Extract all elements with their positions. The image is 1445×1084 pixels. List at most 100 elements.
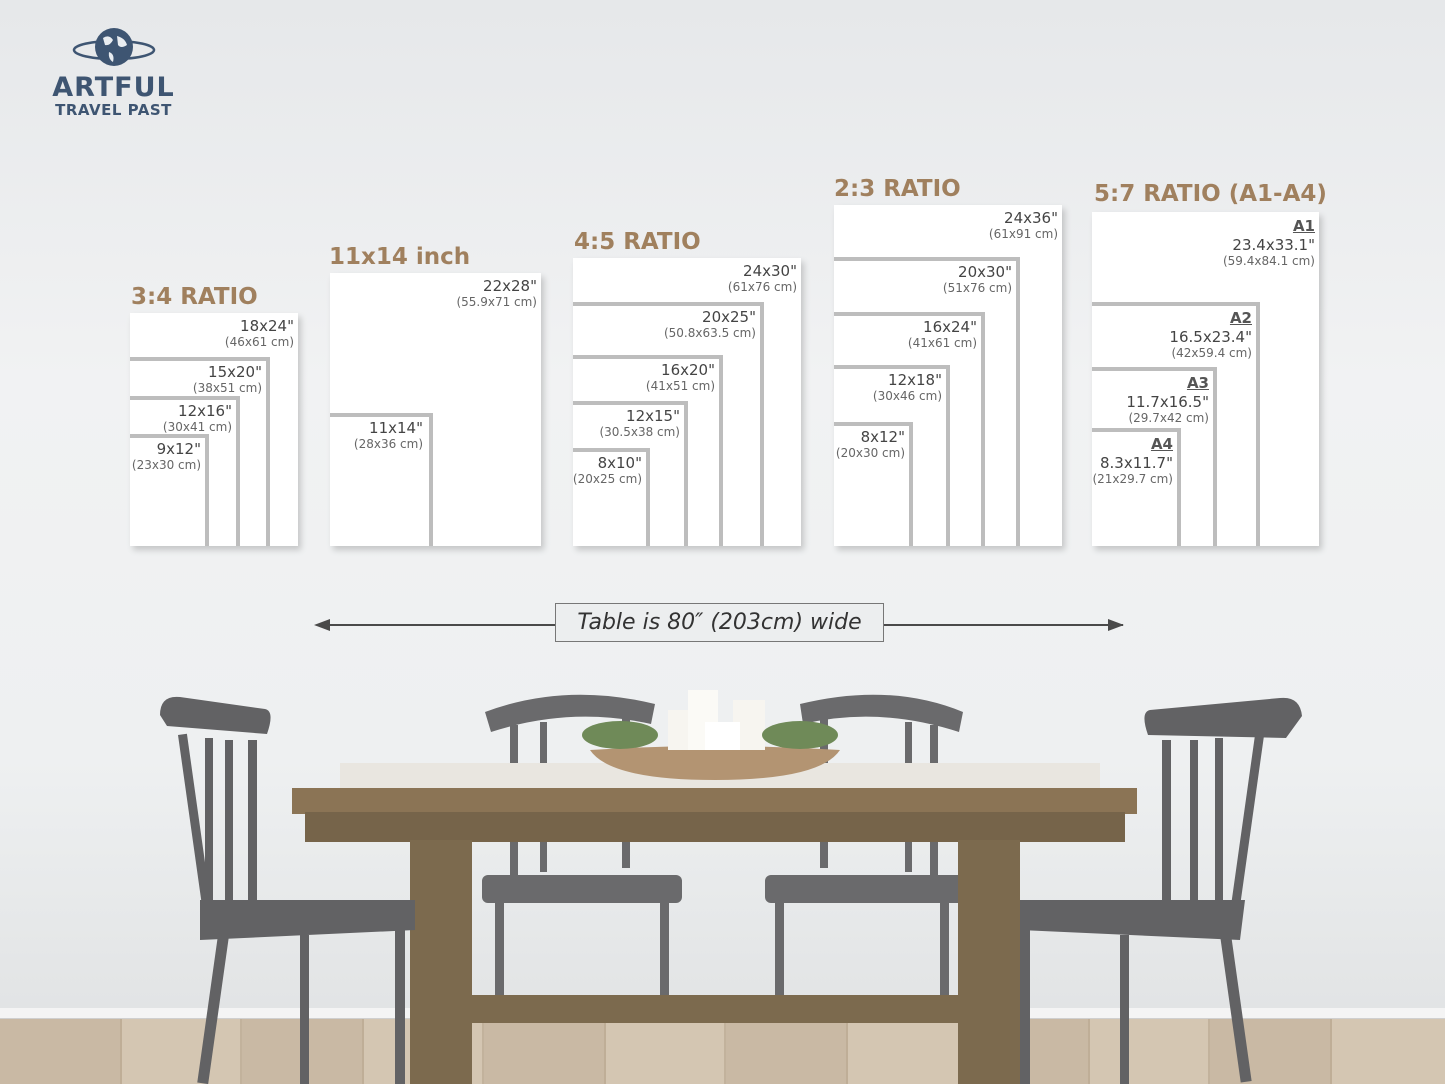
poster-outline: [1092, 428, 1181, 546]
size-inches: 16x24": [923, 318, 977, 336]
poster-outline: [834, 312, 985, 546]
poster-outline-largest: [330, 273, 541, 546]
size-label: 20x25" (50.8x63.5 cm): [664, 308, 756, 341]
size-inches: 16x20": [661, 361, 715, 379]
centerpiece: [582, 690, 840, 780]
arrow-right-icon: [1108, 619, 1124, 631]
wood-floor: [0, 1018, 1445, 1084]
size-cm: (23x30 cm): [131, 458, 201, 472]
poster-outline: [573, 302, 764, 546]
poster-outline: [130, 396, 240, 546]
size-label: 15x20" (38x51 cm): [193, 363, 262, 396]
paper-size-code: A2: [1229, 309, 1252, 327]
size-cm: (61x91 cm): [988, 227, 1058, 241]
size-inches: 11x14": [369, 419, 423, 437]
size-label: 22x28" (55.9x71 cm): [456, 277, 537, 310]
size-label: A3 11.7x16.5" (29.7x42 cm): [1126, 373, 1209, 426]
size-inches: 22x28": [483, 277, 537, 295]
poster-outline-largest: [1092, 212, 1319, 546]
size-inches: 15x20": [208, 363, 262, 381]
front-chair-left: [160, 696, 415, 1084]
paper-size-code: A4: [1150, 435, 1173, 453]
size-cm: (50.8x63.5 cm): [663, 326, 756, 340]
size-inches: 12x15": [626, 407, 680, 425]
size-inches: 12x18": [888, 371, 942, 389]
size-cm: (41x61 cm): [907, 336, 977, 350]
size-cm: (41x51 cm): [645, 379, 715, 393]
paper-size-code: A3: [1186, 374, 1209, 392]
size-inches: 11.7x16.5": [1126, 393, 1209, 411]
size-cm: (51x76 cm): [942, 281, 1012, 295]
size-inches: 24x30": [743, 262, 797, 280]
size-cm: (59.4x84.1 cm): [1222, 254, 1315, 268]
size-inches: 8.3x11.7": [1099, 454, 1173, 472]
logo-subtitle: TRAVEL PAST: [55, 101, 172, 119]
size-label: A4 8.3x11.7" (21x29.7 cm): [1092, 434, 1173, 487]
size-inches: 20x25": [702, 308, 756, 326]
size-inches: 20x30": [958, 263, 1012, 281]
size-inches: 12x16": [178, 402, 232, 420]
poster-outline: [573, 401, 688, 546]
poster-outline: [573, 355, 723, 546]
size-cm: (30x41 cm): [162, 420, 232, 434]
group-heading: 4:5 RATIO: [574, 229, 701, 255]
size-label: A1 23.4x33.1" (59.4x84.1 cm): [1223, 216, 1315, 269]
group-heading: 2:3 RATIO: [834, 176, 961, 202]
size-inches: 24x36": [1004, 209, 1058, 227]
poster-outline: [834, 257, 1020, 546]
logo-title: ARTFUL: [52, 72, 175, 103]
poster-outline: [130, 357, 270, 546]
size-cm: (30.5x38 cm): [599, 425, 680, 439]
size-inches: 8x10": [597, 454, 642, 472]
table-width-note: Table is 80″ (203cm) wide: [555, 603, 884, 642]
size-inches: 18x24": [240, 317, 294, 335]
size-label: 20x30" (51x76 cm): [943, 263, 1012, 296]
poster-outline: [1092, 367, 1217, 546]
group-heading: 3:4 RATIO: [131, 284, 258, 310]
size-label: 8x12" (20x30 cm): [836, 428, 905, 461]
front-chair-right: [1020, 697, 1302, 1084]
size-cm: (30x46 cm): [872, 389, 942, 403]
poster-outline: [573, 448, 650, 546]
size-cm: (20x30 cm): [835, 446, 905, 460]
size-cm: (42x59.4 cm): [1171, 346, 1252, 360]
poster-outline: [834, 365, 950, 546]
group-heading: 11x14 inch: [329, 244, 471, 270]
size-label: A2 16.5x23.4" (42x59.4 cm): [1169, 308, 1252, 361]
arrow-left-icon: [314, 619, 330, 631]
size-cm: (20x25 cm): [572, 472, 642, 486]
size-label: 12x15" (30.5x38 cm): [599, 407, 680, 440]
size-cm: (46x61 cm): [224, 335, 294, 349]
poster-outline: [1092, 302, 1260, 546]
size-label: 12x18" (30x46 cm): [873, 371, 942, 404]
size-label: 16x24" (41x61 cm): [908, 318, 977, 351]
size-label: 24x30" (61x76 cm): [728, 262, 797, 295]
table: [292, 763, 1137, 1084]
size-label: 18x24" (46x61 cm): [225, 317, 294, 350]
size-cm: (28x36 cm): [353, 437, 423, 451]
globe-icon: [72, 28, 155, 66]
size-cm: (61x76 cm): [727, 280, 797, 294]
size-inches: 16.5x23.4": [1169, 328, 1252, 346]
poster-outline: [834, 422, 913, 546]
poster-outline: [330, 413, 433, 546]
size-label: 12x16" (30x41 cm): [163, 402, 232, 435]
poster-outline: [130, 434, 209, 546]
size-inches: 8x12": [860, 428, 905, 446]
size-inches: 9x12": [156, 440, 201, 458]
size-cm: (55.9x71 cm): [456, 295, 537, 309]
logo: ARTFUL TRAVEL PAST: [36, 26, 191, 118]
paper-size-code: A1: [1292, 217, 1315, 235]
size-label: 24x36" (61x91 cm): [989, 209, 1058, 242]
size-label: 8x10" (20x25 cm): [573, 454, 642, 487]
size-cm: (21x29.7 cm): [1092, 472, 1173, 486]
size-cm: (38x51 cm): [192, 381, 262, 395]
size-label: 11x14" (28x36 cm): [354, 419, 423, 452]
back-chair-left: [482, 694, 682, 1020]
poster-outline-largest: [130, 313, 298, 546]
size-label: 9x12" (23x30 cm): [132, 440, 201, 473]
group-heading: 5:7 RATIO (A1-A4): [1094, 181, 1327, 207]
size-inches: 23.4x33.1": [1232, 236, 1315, 254]
size-label: 16x20" (41x51 cm): [646, 361, 715, 394]
